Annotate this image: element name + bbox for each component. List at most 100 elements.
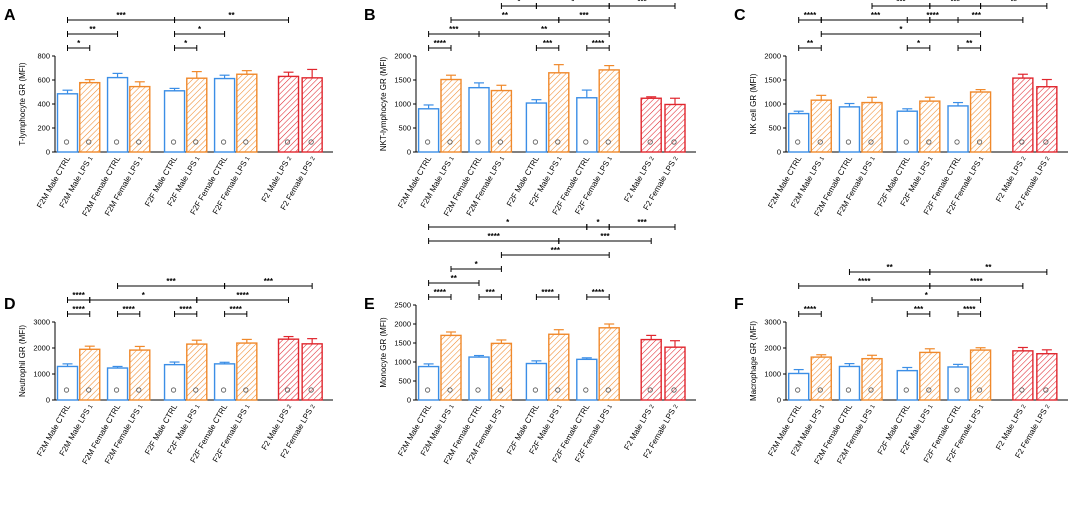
x-tick-label-subscript: 1 bbox=[88, 155, 95, 161]
bar bbox=[861, 101, 883, 153]
x-tick-label-subscript: 1 bbox=[195, 155, 202, 161]
cell-image-icon bbox=[475, 387, 481, 393]
bar bbox=[468, 356, 490, 401]
bar bbox=[810, 356, 832, 401]
y-tick-label: 0 bbox=[46, 396, 50, 405]
cell-image-icon bbox=[447, 387, 453, 393]
significance-stars: **** bbox=[804, 305, 817, 314]
y-tick-label: 2000 bbox=[764, 52, 781, 61]
x-tick-label-subscript: 1 bbox=[607, 155, 614, 161]
y-tick-label: 1000 bbox=[394, 100, 411, 109]
significance-stars: *** bbox=[264, 277, 274, 286]
bar bbox=[1012, 77, 1034, 153]
x-tick-label-subscript: 2 bbox=[649, 155, 656, 161]
significance-stars: **** bbox=[434, 288, 447, 297]
cell-image-icon bbox=[308, 387, 314, 393]
significance-stars: * bbox=[184, 39, 188, 48]
y-tick-label: 500 bbox=[398, 124, 411, 133]
bar bbox=[56, 365, 79, 401]
bar bbox=[919, 351, 941, 401]
x-tick-label-subscript: 1 bbox=[138, 403, 145, 409]
significance-stars: ** bbox=[502, 11, 509, 20]
cell-image-icon bbox=[424, 139, 431, 145]
cell-image-icon bbox=[605, 139, 611, 145]
significance-stars: **** bbox=[487, 232, 500, 241]
y-tick-label: 2000 bbox=[764, 344, 781, 353]
x-tick-label-subscript: 2 bbox=[286, 155, 293, 161]
bar bbox=[440, 334, 462, 401]
significance-stars: ** bbox=[451, 274, 458, 283]
y-axis-label: T-lymphocyte GR (MFI) bbox=[18, 62, 27, 145]
significance-stars: * bbox=[142, 291, 146, 300]
y-tick-label: 0 bbox=[407, 148, 411, 157]
x-tick-label-subscript: 2 bbox=[1045, 155, 1052, 161]
cell-image-icon bbox=[605, 387, 611, 393]
bar bbox=[490, 89, 513, 153]
y-tick-label: 500 bbox=[768, 124, 781, 133]
x-tick-label-subscript: 1 bbox=[88, 403, 95, 409]
x-tick-label-subscript: 1 bbox=[928, 155, 935, 161]
bar bbox=[1012, 350, 1034, 401]
bar bbox=[969, 349, 992, 401]
significance-stars: *** bbox=[486, 288, 496, 297]
cell-image-icon bbox=[475, 139, 481, 145]
bar bbox=[525, 362, 548, 401]
y-tick-label: 500 bbox=[398, 377, 411, 386]
significance-stars: **** bbox=[592, 288, 605, 297]
significance-stars: *** bbox=[914, 305, 924, 314]
bar bbox=[548, 333, 570, 401]
x-tick-label-subscript: 2 bbox=[1045, 403, 1052, 409]
cell-image-icon bbox=[220, 139, 227, 145]
cell-image-icon bbox=[976, 139, 983, 145]
y-axis-label: Macrophage GR (MFI) bbox=[749, 321, 758, 401]
significance-stars: *** bbox=[972, 11, 982, 20]
cell-image-icon bbox=[308, 139, 314, 145]
y-tick-label: 400 bbox=[37, 100, 50, 109]
bar bbox=[213, 363, 236, 401]
cell-image-icon bbox=[1019, 387, 1025, 393]
bar bbox=[598, 327, 620, 401]
significance-stars: **** bbox=[434, 39, 447, 48]
significance-stars: **** bbox=[541, 288, 554, 297]
bar bbox=[106, 367, 129, 401]
y-tick-label: 0 bbox=[777, 396, 781, 405]
significance-stars: ** bbox=[966, 39, 973, 48]
significance-stars: ** bbox=[887, 263, 894, 272]
bar bbox=[1036, 353, 1058, 401]
x-tick-label-subscript: 1 bbox=[195, 403, 202, 409]
x-tick-label-subscript: 1 bbox=[449, 155, 456, 161]
cell-image-icon bbox=[903, 387, 909, 393]
bar bbox=[186, 77, 208, 153]
cell-image-icon bbox=[671, 139, 677, 145]
cell-image-icon bbox=[424, 387, 431, 393]
cell-image-icon bbox=[954, 139, 960, 145]
significance-stars: * bbox=[475, 260, 479, 269]
significance-stars: * bbox=[917, 39, 921, 48]
significance-stars: * bbox=[77, 39, 81, 48]
y-tick-label: 1500 bbox=[394, 339, 411, 348]
bar bbox=[301, 77, 323, 153]
bar bbox=[947, 105, 969, 153]
bar bbox=[129, 85, 151, 153]
bar bbox=[838, 365, 861, 401]
significance-stars: *** bbox=[551, 246, 561, 255]
x-tick-label-subscript: 1 bbox=[499, 155, 506, 161]
y-tick-label: 0 bbox=[407, 396, 411, 405]
significance-stars: *** bbox=[951, 0, 961, 6]
x-tick-label-subscript: 1 bbox=[870, 403, 877, 409]
y-tick-label: 0 bbox=[777, 148, 781, 157]
y-axis-label: Monocyte GR (MFI) bbox=[379, 317, 388, 388]
significance-stars: * bbox=[925, 291, 929, 300]
significance-stars: **** bbox=[804, 11, 817, 20]
cell-image-icon bbox=[795, 387, 801, 393]
significance-stars: *** bbox=[116, 11, 126, 20]
cell-image-icon bbox=[555, 387, 561, 393]
cell-image-icon bbox=[1019, 139, 1025, 145]
cell-image-icon bbox=[817, 139, 823, 145]
significance-stars: *** bbox=[600, 232, 610, 241]
significance-stars: *** bbox=[449, 25, 459, 34]
